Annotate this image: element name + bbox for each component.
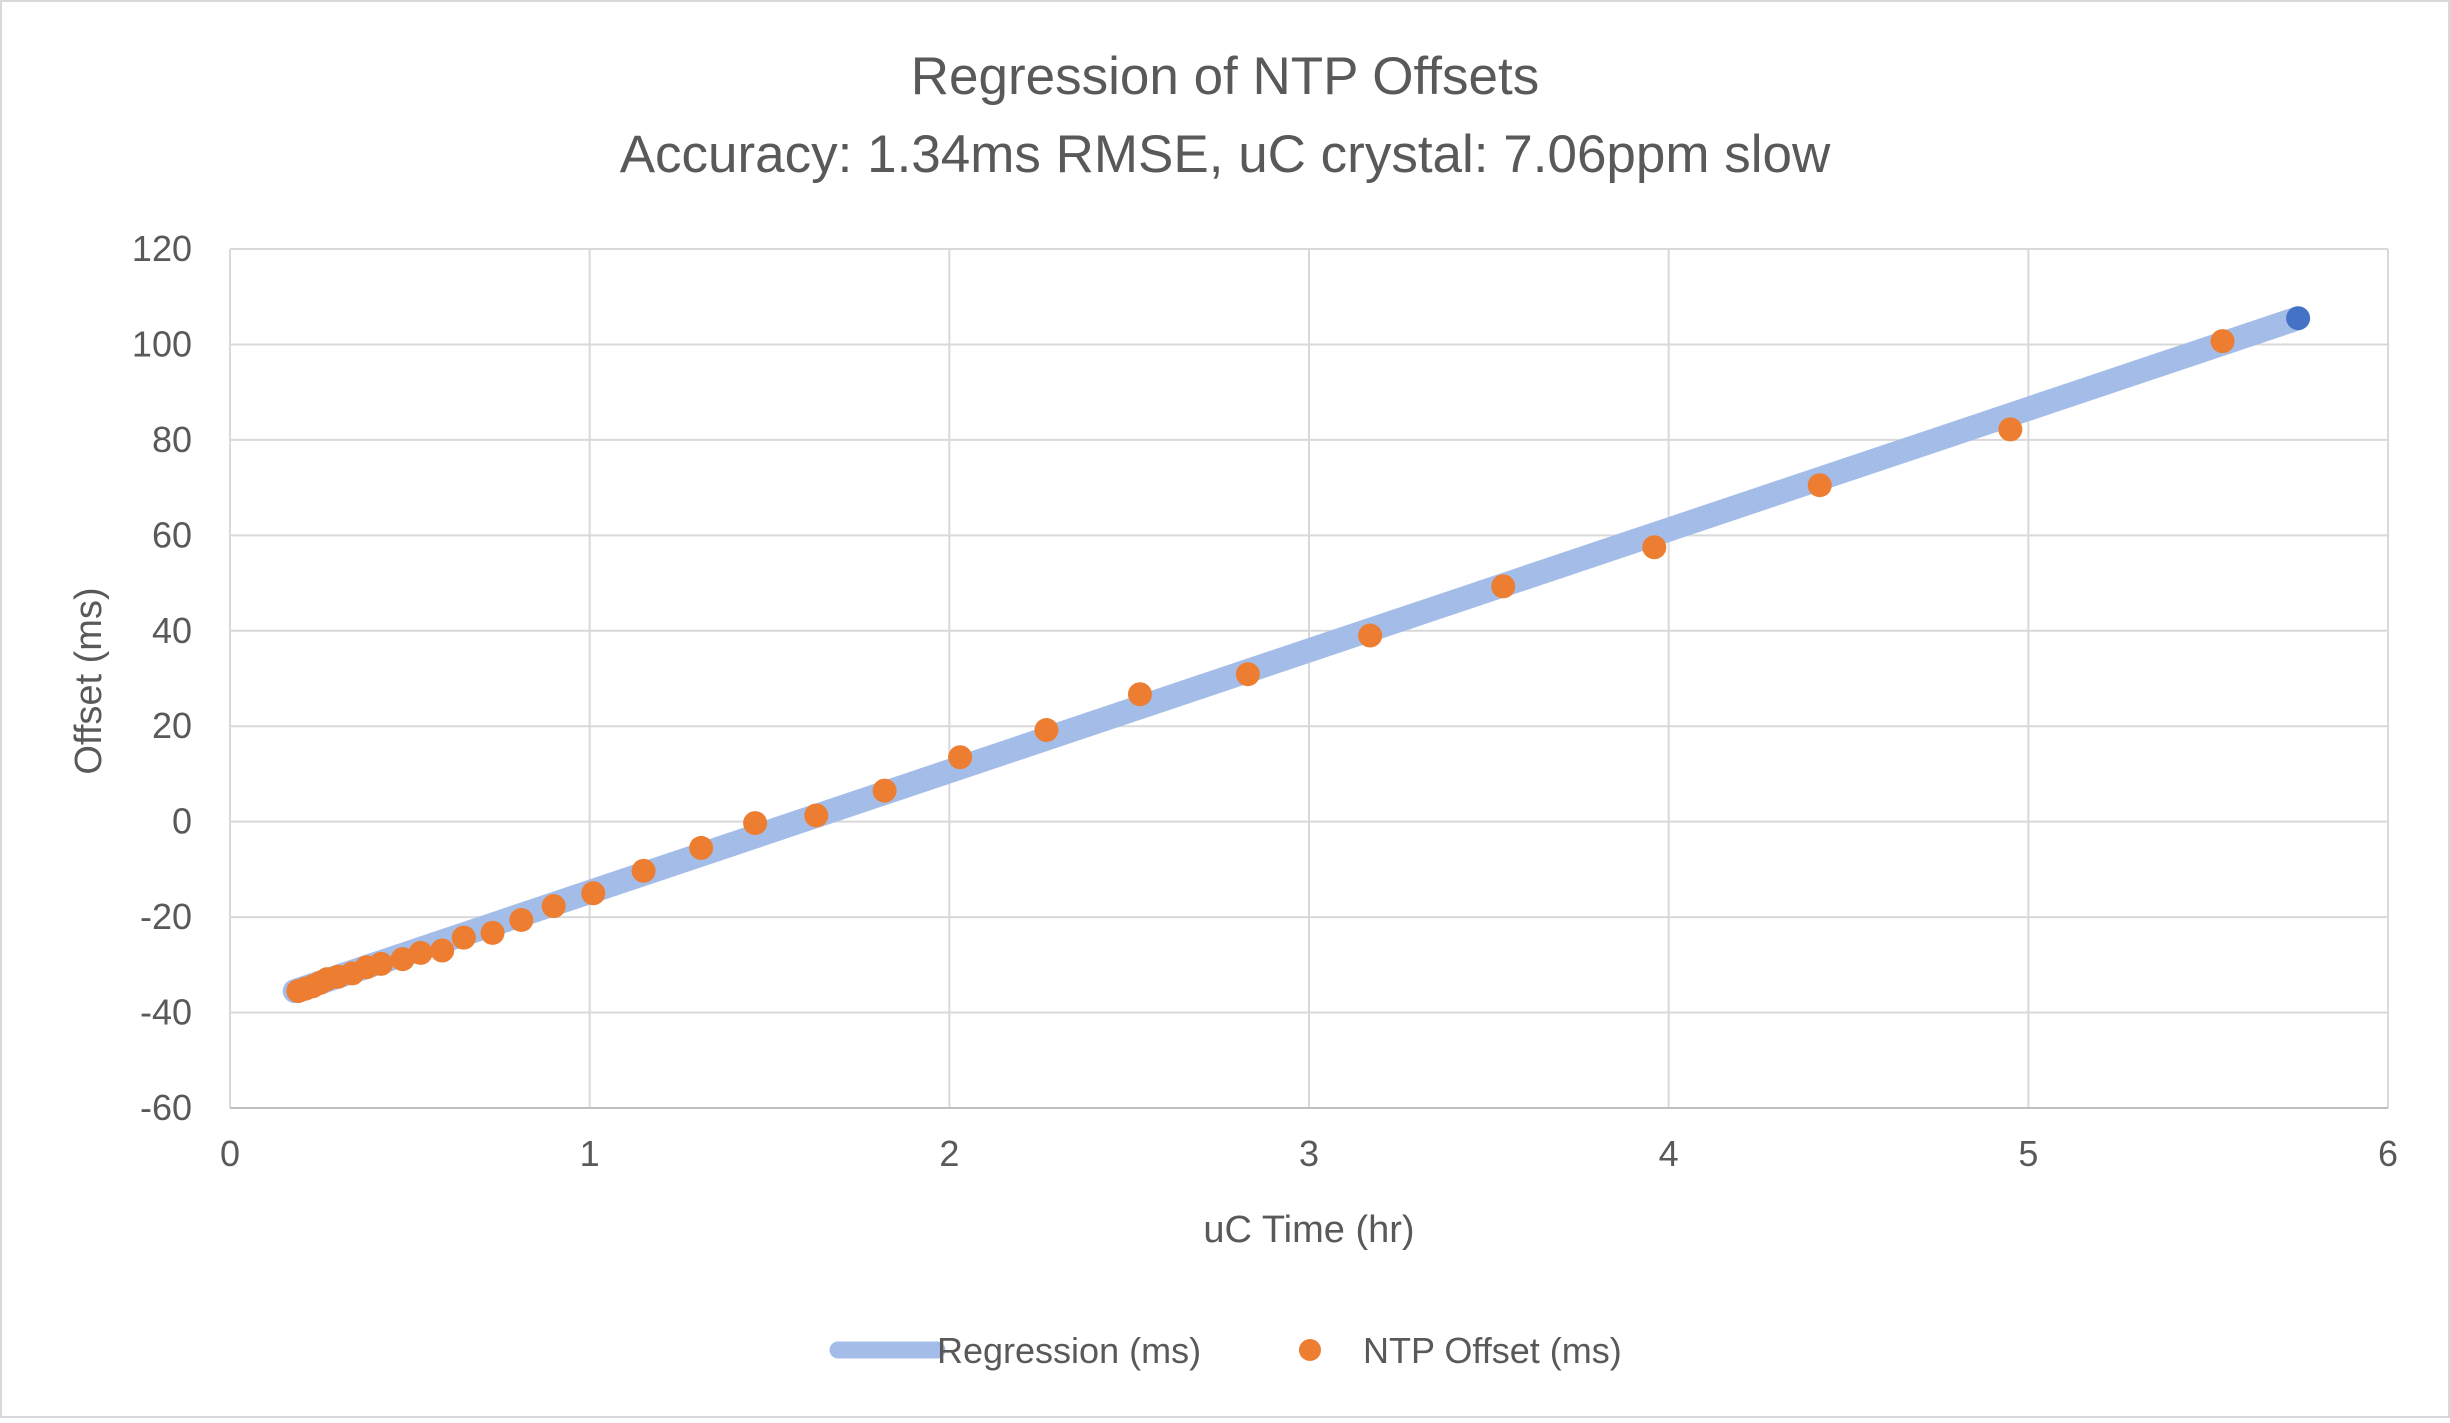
y-tick-label: 100 — [132, 323, 192, 364]
ntp-offset-point — [1491, 574, 1516, 599]
y-tick-label: 40 — [152, 610, 192, 651]
y-tick-label: 20 — [152, 705, 192, 746]
regression-line — [282, 306, 2311, 1004]
tick-labels: -60 -40 -20 0 20 40 60 80 100 120 0 1 2 3 4 5 6 — [132, 228, 2398, 1174]
ntp-offset-point — [743, 811, 768, 836]
ntp-offset-point — [480, 920, 505, 945]
ntp-offset-point — [1034, 718, 1059, 743]
x-tick-label: 4 — [1659, 1133, 1679, 1174]
ntp-offset-point — [408, 940, 433, 965]
series-layer — [282, 306, 2311, 1004]
ntp-offset-point — [1235, 662, 1260, 687]
ntp-offset-point — [2210, 329, 2235, 354]
ntp-offset-point — [1642, 535, 1667, 560]
grid-lines — [229, 248, 2389, 1109]
y-tick-label: 0 — [172, 801, 192, 842]
y-tick-label: -60 — [140, 1087, 192, 1128]
legend-regression-label: Regression (ms) — [937, 1330, 1201, 1371]
legend-ntp-label: NTP Offset (ms) — [1363, 1330, 1622, 1371]
ntp-offset-point — [509, 907, 534, 932]
y-tick-label: 60 — [152, 514, 192, 555]
y-tick-label: 80 — [152, 419, 192, 460]
x-tick-label: 6 — [2378, 1133, 2398, 1174]
chart-title: Regression of NTP Offsets — [911, 47, 1539, 106]
x-tick-label: 3 — [1299, 1133, 1319, 1174]
regression-end-point — [2286, 306, 2311, 331]
ntp-offset-point — [369, 951, 394, 976]
y-tick-label: 120 — [132, 228, 192, 269]
legend: Regression (ms) NTP Offset (ms) — [829, 1330, 1622, 1371]
ntp-offset-point — [451, 925, 476, 950]
x-tick-label: 5 — [2018, 1133, 2038, 1174]
x-axis-title: uC Time (hr) — [1203, 1209, 1414, 1251]
y-tick-label: -40 — [140, 992, 192, 1033]
ntp-offset-point — [581, 881, 606, 906]
x-tick-label: 1 — [580, 1133, 600, 1174]
ntp-offset-point — [872, 778, 897, 803]
x-tick-label: 2 — [939, 1133, 959, 1174]
ntp-offset-point — [1358, 623, 1383, 648]
y-axis-title: Offset (ms) — [68, 587, 110, 774]
ntp-offset-point — [631, 858, 656, 883]
ntp-offset-point — [1807, 473, 1832, 498]
ntp-offset-point — [541, 894, 566, 919]
x-tick-label: 0 — [220, 1133, 240, 1174]
ntp-offset-point — [1127, 682, 1152, 707]
ntp-offset-point — [804, 803, 829, 828]
legend-ntp-swatch — [1299, 1339, 1321, 1361]
ntp-offset-point — [1998, 417, 2023, 442]
ntp-offset-point — [430, 938, 455, 963]
chart-subtitle: Accuracy: 1.34ms RMSE, uC crystal: 7.06p… — [620, 125, 1831, 184]
ntp-offset-point — [689, 835, 714, 860]
ntp-offset-point — [948, 745, 973, 770]
y-tick-label: -20 — [140, 896, 192, 937]
